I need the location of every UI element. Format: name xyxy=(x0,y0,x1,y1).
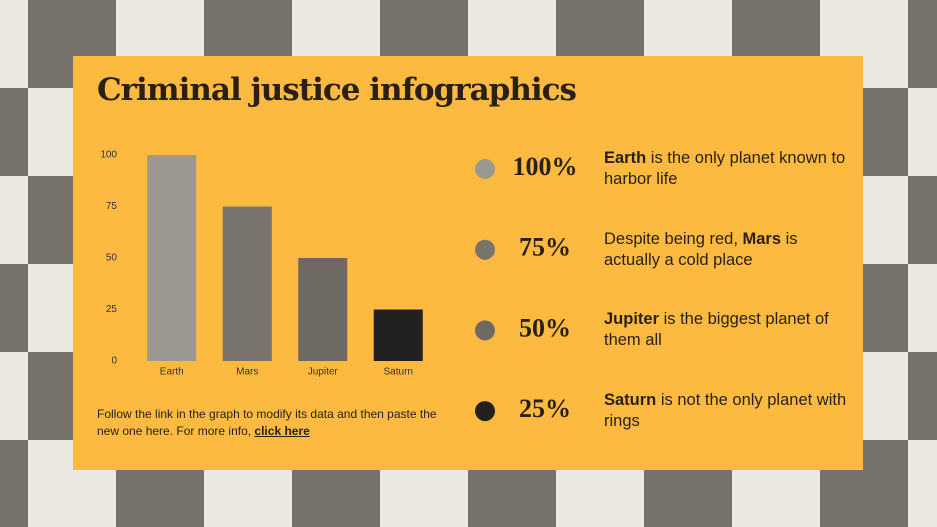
legend-dot xyxy=(475,159,495,179)
legend-dot xyxy=(475,239,495,260)
item-text: Despite being red, Mars is actually a co… xyxy=(604,229,854,271)
y-tick-label: 25 xyxy=(106,304,118,315)
bar xyxy=(298,258,348,361)
bar xyxy=(373,309,423,361)
item-desc: Despite being red, xyxy=(604,229,743,248)
slide-title: Criminal justice infographics xyxy=(97,72,577,108)
footnote-link[interactable]: click here xyxy=(254,424,310,438)
x-tick-label: Saturn xyxy=(384,367,413,378)
panel xyxy=(73,56,863,470)
item-desc: is actually a cold place xyxy=(604,229,798,269)
percent-label: 100% xyxy=(513,152,578,181)
legend-dot xyxy=(475,320,495,341)
x-tick-label: Earth xyxy=(160,367,184,378)
item-name: Earth xyxy=(604,149,647,167)
y-tick-label: 100 xyxy=(100,150,117,161)
percent-label: 50% xyxy=(519,313,571,342)
footnote: Follow the link in the graph to modify i… xyxy=(97,406,447,440)
y-tick-label: 75 xyxy=(106,201,118,212)
y-tick-label: 50 xyxy=(106,253,118,264)
item-desc: is not the only planet with rings xyxy=(604,391,847,431)
item-text: Jupiter is the biggest planet of them al… xyxy=(604,309,854,351)
y-tick-label: 0 xyxy=(111,356,117,367)
x-tick-label: Mars xyxy=(236,367,258,378)
bar xyxy=(222,206,272,361)
percent-label: 25% xyxy=(519,394,571,423)
item-name: Saturn xyxy=(604,391,657,410)
item-desc: is the biggest planet of them all xyxy=(604,310,829,350)
legend-dot xyxy=(475,401,495,422)
percent-label: 75% xyxy=(519,233,571,262)
footnote-text: Follow the link in the graph to modify i… xyxy=(97,407,437,438)
item-name: Mars xyxy=(742,229,782,248)
x-tick-label: Jupiter xyxy=(308,367,339,378)
bar xyxy=(147,155,197,361)
item-desc: is the only planet known to harbor life xyxy=(604,149,846,188)
item-name: Jupiter xyxy=(604,310,660,329)
item-text: Saturn is not the only planet with rings xyxy=(604,390,854,432)
item-text: Earth is the only planet known to harbor… xyxy=(604,148,854,190)
